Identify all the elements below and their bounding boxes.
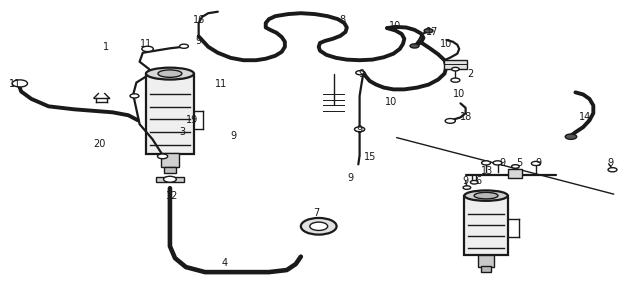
Text: 1: 1 [103, 42, 109, 52]
Text: 9: 9 [358, 68, 365, 79]
Bar [444, 60, 467, 69]
Text: 11: 11 [8, 79, 21, 89]
Text: 19: 19 [186, 115, 198, 125]
Text: 14: 14 [579, 112, 591, 122]
Text: 10: 10 [440, 39, 452, 49]
Text: 10: 10 [389, 21, 401, 31]
Circle shape [355, 127, 364, 132]
Circle shape [142, 46, 154, 52]
Text: 9: 9 [463, 176, 468, 186]
Circle shape [481, 161, 490, 165]
Bar [465, 196, 508, 255]
Ellipse shape [158, 70, 182, 77]
Text: 12: 12 [166, 191, 178, 201]
Text: 9: 9 [196, 36, 202, 46]
Circle shape [493, 161, 502, 165]
Text: 5: 5 [516, 158, 522, 168]
Bar [146, 74, 194, 154]
Circle shape [470, 181, 478, 184]
Circle shape [531, 161, 540, 166]
Circle shape [164, 176, 176, 182]
Circle shape [157, 154, 168, 159]
Text: 13: 13 [481, 166, 493, 176]
Text: 3: 3 [180, 127, 186, 137]
Text: 8: 8 [339, 15, 346, 25]
Circle shape [130, 94, 139, 98]
Circle shape [445, 118, 456, 123]
Bar [478, 254, 493, 267]
Text: 20: 20 [93, 138, 106, 149]
Text: 4: 4 [221, 258, 227, 268]
Circle shape [179, 44, 188, 48]
Circle shape [356, 71, 365, 75]
Text: 11: 11 [215, 79, 227, 89]
Circle shape [463, 186, 470, 189]
Bar [481, 266, 491, 271]
FancyArrow shape [156, 177, 184, 182]
Ellipse shape [465, 190, 508, 201]
Text: 10: 10 [453, 89, 465, 100]
Text: 7: 7 [314, 208, 320, 219]
Bar [161, 153, 179, 167]
Text: 2: 2 [467, 68, 473, 79]
Ellipse shape [146, 68, 194, 80]
Text: 17: 17 [426, 27, 438, 37]
Text: 9: 9 [499, 158, 505, 168]
Text: 9: 9 [535, 158, 541, 168]
Circle shape [410, 44, 419, 48]
Text: 9: 9 [356, 125, 363, 135]
Circle shape [608, 168, 617, 172]
Circle shape [451, 78, 460, 82]
Circle shape [424, 29, 433, 33]
Circle shape [310, 222, 328, 231]
Bar [164, 167, 176, 173]
Circle shape [355, 127, 365, 132]
Text: 15: 15 [364, 152, 376, 162]
Ellipse shape [474, 192, 498, 199]
Bar [508, 170, 522, 178]
Circle shape [452, 67, 460, 71]
Text: 11: 11 [140, 39, 152, 49]
Circle shape [301, 218, 337, 235]
Text: 9: 9 [231, 131, 237, 141]
Circle shape [511, 165, 519, 168]
Text: 9: 9 [348, 173, 354, 183]
Circle shape [12, 80, 28, 87]
Text: 9: 9 [607, 158, 614, 168]
Text: 16: 16 [193, 15, 205, 25]
Text: 10: 10 [385, 97, 397, 107]
Text: 6: 6 [476, 176, 481, 186]
Text: 18: 18 [460, 112, 472, 122]
Circle shape [565, 134, 577, 139]
